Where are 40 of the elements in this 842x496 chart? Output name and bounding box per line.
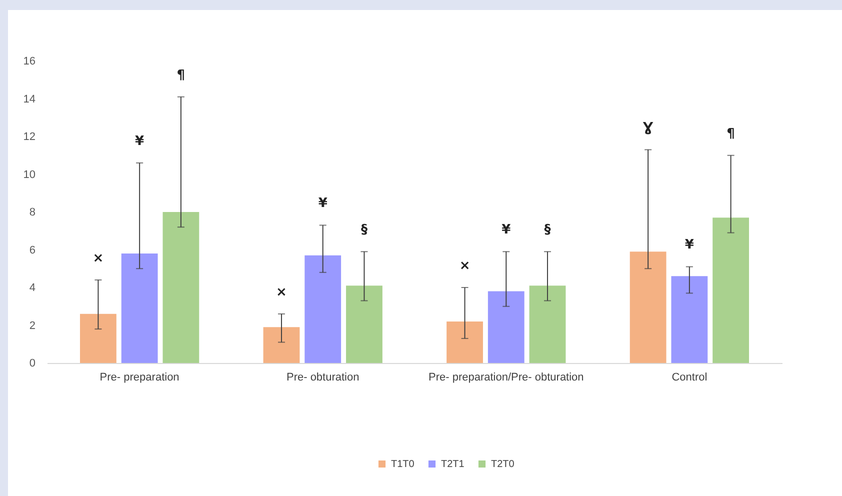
y-tick-label: 0 bbox=[29, 358, 36, 370]
bar bbox=[80, 314, 116, 363]
annotation: × bbox=[459, 258, 470, 274]
annotation: × bbox=[92, 250, 104, 266]
y-tick-label: 14 bbox=[23, 93, 36, 106]
y-tick-label: 6 bbox=[29, 244, 36, 256]
bar bbox=[630, 252, 666, 363]
legend-label: T1T0 bbox=[391, 459, 415, 470]
x-tick-label: Pre- obturation bbox=[286, 372, 360, 384]
annotation: ¥ bbox=[684, 238, 694, 253]
annotation: ¥ bbox=[135, 134, 144, 149]
annotation: § bbox=[544, 222, 552, 238]
annotation: ¶ bbox=[726, 126, 735, 142]
bar bbox=[446, 321, 483, 363]
annotation: × bbox=[276, 284, 287, 300]
y-tick-label: 4 bbox=[29, 282, 36, 294]
legend-label: T2T1 bbox=[441, 459, 465, 470]
bar bbox=[488, 291, 524, 363]
x-tick-label: Pre- preparation bbox=[100, 372, 180, 384]
y-tick-label: 10 bbox=[23, 168, 36, 181]
bar bbox=[712, 218, 750, 363]
annotation: ¶ bbox=[176, 68, 186, 83]
bar bbox=[671, 276, 708, 363]
bar bbox=[304, 255, 342, 363]
annotation: ¥ bbox=[502, 222, 511, 238]
x-tick-label: Control bbox=[672, 372, 708, 384]
annotation: ¥ bbox=[318, 196, 328, 212]
x-tick-label: Pre- preparation/Pre- obturation bbox=[428, 372, 584, 384]
bar bbox=[346, 286, 382, 363]
y-tick-label: 2 bbox=[29, 320, 36, 332]
bar bbox=[162, 212, 200, 363]
y-tick-label: 16 bbox=[23, 56, 36, 68]
bar bbox=[263, 327, 300, 363]
annotation: Ɣ bbox=[642, 120, 654, 136]
annotation: § bbox=[360, 222, 368, 238]
bar bbox=[529, 286, 566, 363]
legend-label: T2T0 bbox=[491, 459, 515, 470]
y-tick-label: 8 bbox=[29, 206, 36, 218]
y-tick-label: 12 bbox=[23, 131, 36, 143]
bar bbox=[121, 254, 158, 363]
